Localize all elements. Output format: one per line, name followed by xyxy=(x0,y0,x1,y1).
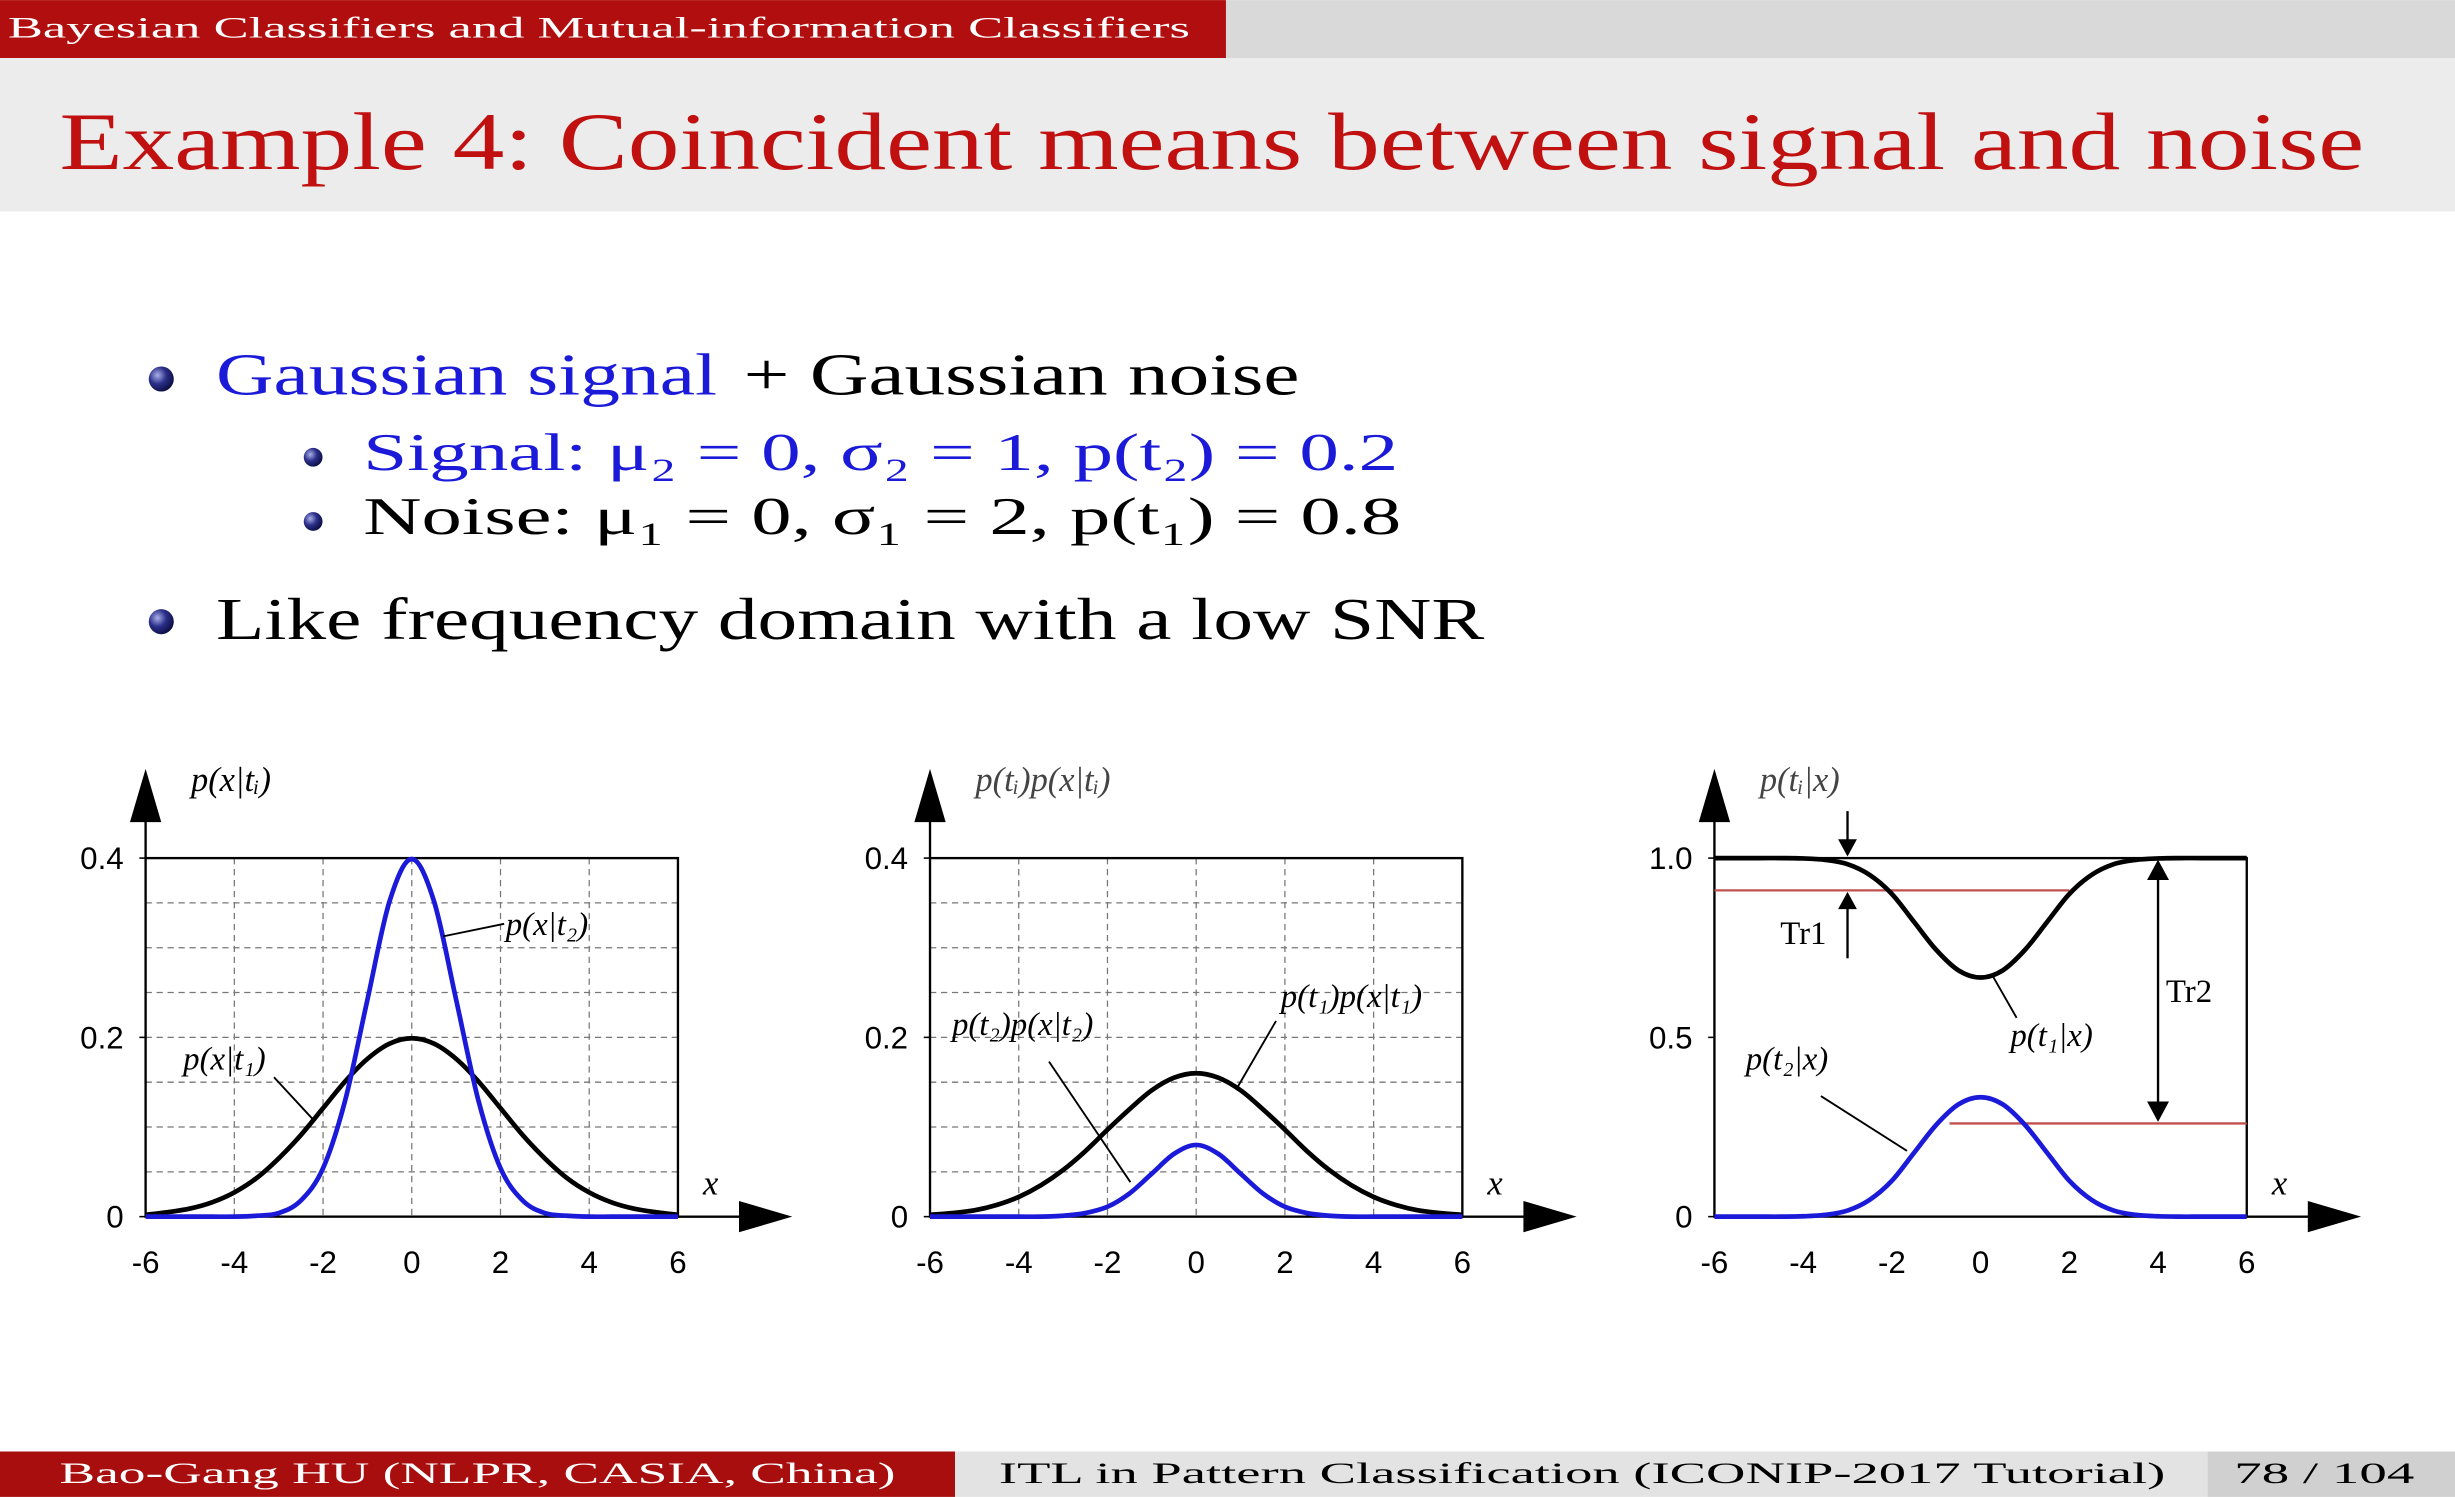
y-tick-label: 0.4 xyxy=(865,841,909,876)
leader-line xyxy=(1048,1061,1132,1183)
threshold-label: Tr1 xyxy=(1780,916,1826,952)
x-axis-label: x xyxy=(2271,1165,2288,1203)
sub-bullet-dot xyxy=(303,512,323,531)
footer-page: 78 / 104 xyxy=(2234,1457,2414,1490)
footer-page-bar xyxy=(2207,1451,2455,1497)
sub-bullet-dot xyxy=(303,447,323,467)
y-tick-label: 0 xyxy=(106,1200,123,1235)
curve xyxy=(145,856,678,1220)
x-tick-label: 2 xyxy=(1276,1245,1293,1280)
sub-bullet-text: Signal: μ₂ = 0, σ₂ = 1, p(t₂) = 0.2 xyxy=(363,423,1398,482)
y-tick-label: 0.5 xyxy=(1649,1020,1693,1055)
x-tick-label: -6 xyxy=(916,1245,944,1280)
x-tick-label: -2 xyxy=(1878,1245,1906,1280)
footer-author-bar xyxy=(0,1451,956,1497)
curve-label: p(t₂)p(x|t₂) xyxy=(950,1007,1093,1043)
arrow-head xyxy=(1838,839,1857,857)
x-tick-label: 2 xyxy=(492,1245,509,1280)
leader-line xyxy=(442,922,505,938)
x-tick-label: 2 xyxy=(2061,1245,2078,1280)
y-axis-arrow xyxy=(1698,768,1731,823)
y-tick-label: 0.4 xyxy=(80,841,124,876)
section-bar xyxy=(0,0,1226,59)
x-tick-label: -4 xyxy=(1789,1245,1817,1280)
x-tick-label: 0 xyxy=(1972,1245,1989,1280)
x-tick-label: 4 xyxy=(581,1245,598,1280)
y-axis-label: p(tᵢ)p(x|tᵢ) xyxy=(972,761,1110,799)
x-tick-label: 4 xyxy=(2149,1245,2166,1280)
arrow-head xyxy=(1838,891,1857,910)
arrow-head xyxy=(2147,1101,2170,1122)
leader-line xyxy=(1236,1020,1277,1089)
plot-frame xyxy=(1713,856,2248,1218)
curve-label: p(t₁|x) xyxy=(2008,1018,2092,1054)
y-tick-label: 0 xyxy=(1675,1200,1692,1235)
y-tick-label: 1.0 xyxy=(1649,841,1693,876)
x-tick-label: 0 xyxy=(403,1245,420,1280)
x-tick-label: 6 xyxy=(1454,1245,1471,1280)
threshold-label: Tr2 xyxy=(2166,974,2212,1010)
leader-line xyxy=(1820,1095,1908,1152)
leader-line xyxy=(273,1076,314,1121)
leader-line xyxy=(1990,973,2018,1019)
y-axis-arrow xyxy=(129,768,162,823)
x-tick-label: -6 xyxy=(132,1245,160,1280)
bullet-text: Like frequency domain with a low SNR xyxy=(216,586,1485,652)
curve xyxy=(145,1035,679,1218)
x-axis-arrow xyxy=(2307,1200,2362,1233)
y-tick-label: 0.2 xyxy=(80,1020,124,1055)
x-tick-label: 6 xyxy=(669,1245,686,1280)
x-axis-arrow xyxy=(739,1200,793,1233)
x-tick-label: 4 xyxy=(1365,1245,1382,1280)
x-axis-arrow xyxy=(1523,1200,1577,1233)
y-axis-label: p(x|tᵢ) xyxy=(188,761,271,799)
x-tick-label: -4 xyxy=(1005,1245,1033,1280)
sub-bullet-text: Noise: μ₁ = 0, σ₁ = 2, p(t₁) = 0.8 xyxy=(363,487,1401,546)
curve-label: p(t₂|x) xyxy=(1744,1041,1828,1077)
curve-label: p(x|t₂) xyxy=(504,907,589,943)
x-axis-label: x xyxy=(702,1165,719,1203)
bullet-dot xyxy=(148,609,174,635)
bullet-text: Gaussian signal xyxy=(216,342,717,408)
curve xyxy=(1714,1094,2247,1220)
x-tick-label: 6 xyxy=(2238,1245,2255,1280)
slide-title: Example 4: Coincident means between sign… xyxy=(59,96,2364,187)
curve xyxy=(929,1070,1463,1218)
y-tick-label: 0.2 xyxy=(865,1020,909,1055)
curve-label: p(t₁)p(x|t₁) xyxy=(1279,979,1422,1015)
x-tick-label: -6 xyxy=(1701,1245,1729,1280)
bullet-text: + Gaussian noise xyxy=(744,342,1300,408)
title-band xyxy=(0,58,2455,212)
x-tick-label: -2 xyxy=(1094,1245,1122,1280)
y-axis-arrow xyxy=(914,768,946,823)
curve xyxy=(1714,855,2247,980)
footer-talk: ITL in Pattern Classification (ICONIP-20… xyxy=(999,1457,2165,1490)
y-axis-label: p(tᵢ|x) xyxy=(1757,761,1840,799)
x-tick-label: -2 xyxy=(309,1245,337,1280)
x-tick-label: -4 xyxy=(220,1245,248,1280)
curve xyxy=(930,1142,1463,1220)
footer-author: Bao-Gang HU (NLPR, CASIA, China) xyxy=(59,1457,895,1490)
section-title: Bayesian Classifiers and Mutual-informat… xyxy=(8,12,1190,45)
curve-label: p(x|t₁) xyxy=(181,1041,266,1077)
charts: 0 0.2 0.4 -6 -4 -2 0 2 4 6 p(x|tᵢ) x p(x|t₁) p(x|t₂) 0… xyxy=(80,761,2362,1280)
x-tick-label: 0 xyxy=(1187,1245,1204,1280)
bullet-dot xyxy=(148,366,174,392)
y-tick-label: 0 xyxy=(891,1200,908,1235)
footer-talk-bar xyxy=(955,1451,2208,1497)
x-axis-label: x xyxy=(1486,1165,1503,1203)
arrow-head xyxy=(2147,859,2170,881)
